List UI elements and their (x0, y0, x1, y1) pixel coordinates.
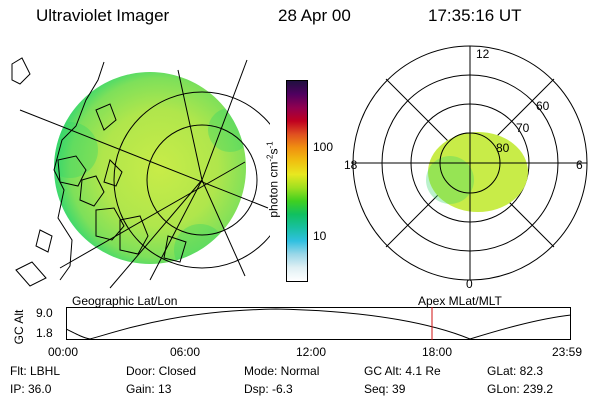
time-label: 17:35:16 UT (428, 6, 522, 25)
mlat-label-60: 60 (536, 99, 550, 113)
info-dsp: Dsp: -6.3 (244, 382, 293, 396)
apex-caption: Apex MLat/MLT (418, 294, 502, 308)
coastline-outline (11, 57, 187, 287)
mlat-label-80: 80 (496, 141, 510, 155)
timeline-xtick-1200: 12:00 (296, 345, 327, 359)
colorbar-tick-10: 10 (313, 229, 327, 243)
timeline-xtick-0000: 00:00 (48, 345, 79, 359)
colorbar (286, 80, 308, 282)
timeline-ytick-1: 1.8 (36, 326, 53, 340)
mlt-label-6: 6 (576, 158, 583, 172)
date-label: 28 Apr 00 (278, 6, 351, 25)
info-seq: Seq: 39 (364, 382, 406, 396)
colorbar-tick-100: 100 (313, 140, 334, 154)
info-gain: Gain: 13 (126, 382, 172, 396)
mlat-label-70: 70 (516, 121, 530, 135)
info-mode: Mode: Normal (244, 364, 320, 378)
info-gc-alt: GC Alt: 4.1 Re (364, 364, 441, 378)
mlt-label-12: 12 (476, 47, 490, 61)
colorbar-unit-label: photon cm-2s-1 (265, 141, 281, 218)
earth-disk (54, 72, 246, 264)
auroral-oval (428, 132, 528, 212)
polar-plot-panel: 12 18 6 0 60 70 80 (344, 45, 588, 290)
instrument-title: Ultraviolet Imager (36, 6, 170, 25)
altitude-timeline (66, 307, 572, 340)
mlt-label-18: 18 (344, 158, 358, 172)
timeline-xtick-2359: 23:59 (552, 345, 583, 359)
info-ip: IP: 36.0 (10, 382, 52, 396)
geographic-image-panel (11, 57, 270, 289)
info-glon: GLon: 239.2 (487, 382, 554, 396)
timeline-axis-title: GC Alt (12, 309, 26, 345)
altitude-curve (66, 308, 572, 340)
info-glat: GLat: 82.3 (487, 364, 544, 378)
timeline-xtick-1800: 18:00 (422, 345, 453, 359)
timeline-xtick-0600: 06:00 (170, 345, 201, 359)
info-filter: Flt: LBHL (10, 364, 61, 378)
mlt-label-0: 0 (466, 277, 473, 290)
geographic-caption: Geographic Lat/Lon (72, 294, 178, 308)
timeline-ytick-9: 9.0 (36, 306, 53, 320)
info-door: Door: Closed (126, 364, 197, 378)
lat-lon-grid (19, 59, 270, 289)
